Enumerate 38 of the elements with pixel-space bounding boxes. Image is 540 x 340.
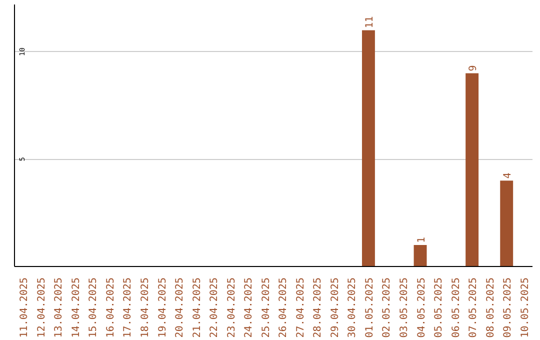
x-tick-label: 16.04.2025 [105,277,116,338]
x-tick-label: 30.04.2025 [347,277,358,338]
x-tick-label: 04.05.2025 [416,277,428,338]
x-tick-label: 25.04.2025 [260,277,272,338]
bar [414,245,427,266]
x-tick-label: 18.04.2025 [140,277,151,338]
x-tick-label: 10.05.2025 [520,277,531,338]
x-tick-label: 02.05.2025 [382,277,393,338]
x-tick-label: 24.04.2025 [244,277,255,338]
x-tick-label: 03.05.2025 [399,277,410,338]
x-tick-label: 20.04.2025 [174,277,186,338]
x-tick-label: 17.04.2025 [122,277,134,338]
x-tick-label: 06.05.2025 [450,277,462,338]
x-tick-label: 29.04.2025 [330,277,341,338]
x-tick-label: 21.04.2025 [192,277,203,338]
x-tick-label: 28.04.2025 [312,277,324,338]
x-tick-label: 27.04.2025 [295,277,306,338]
data-label: 9 [468,65,480,72]
data-label: 1 [416,236,428,244]
x-tick-label: 13.04.2025 [54,277,65,338]
x-tick-label: 22.04.2025 [209,277,220,338]
x-tick-label: 23.04.2025 [226,277,238,338]
data-label: 11 [364,16,376,28]
x-tick-label: 05.05.2025 [434,277,445,338]
x-tick-label: 09.05.2025 [502,277,514,338]
bar [466,73,479,266]
x-tick-label: 26.04.2025 [278,277,290,338]
x-tick-label: 14.04.2025 [70,277,82,338]
x-tick-label: 19.04.2025 [157,277,168,338]
bar [500,180,514,266]
x-tick-label: 08.05.2025 [485,277,496,338]
x-tick-label: 01.05.2025 [364,277,376,338]
data-label: 4 [502,172,514,179]
x-tick-label: 11.04.2025 [19,277,30,338]
bar [362,30,375,266]
x-tick-label: 15.04.2025 [88,277,100,338]
x-tick-label: 12.04.2025 [36,277,48,338]
x-tick-label: 07.05.2025 [468,277,480,338]
